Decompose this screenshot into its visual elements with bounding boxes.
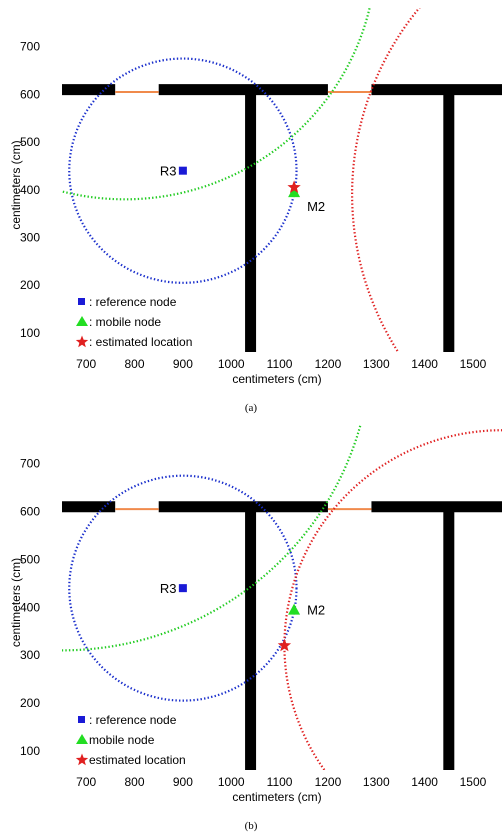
- reference-node-label: R3: [160, 581, 177, 596]
- legend-entry-label: : mobile node: [89, 315, 161, 329]
- x-tick-label: 1200: [315, 775, 342, 789]
- reference-node-marker: [179, 584, 187, 592]
- y-tick-label: 400: [20, 183, 40, 197]
- x-tick-label: 700: [76, 775, 96, 789]
- x-tick-label: 800: [125, 357, 145, 371]
- panel-a: R3 M2 700 800 900 1000 1100 1200 1300 1400 1500 100…: [0, 0, 502, 490]
- legend-entry-label: estimated location: [89, 753, 186, 767]
- x-tick-label: 900: [173, 357, 193, 371]
- x-tick-label: 900: [173, 775, 193, 789]
- legend-entry-label: mobile node: [89, 733, 155, 747]
- y-tick-label: 700: [20, 457, 40, 471]
- legend-entry-label: : reference node: [89, 713, 177, 727]
- reference-node-label: R3: [160, 164, 177, 179]
- panel-caption: (a): [245, 402, 258, 414]
- legend-square-icon: [78, 298, 85, 305]
- legend-entry-label: : estimated location: [89, 335, 192, 349]
- legend-triangle-icon: [76, 734, 88, 744]
- mobile-node-label: M2: [307, 603, 325, 618]
- y-tick-label: 300: [20, 230, 40, 244]
- reference-node-marker: [179, 167, 187, 175]
- mobile-node-marker: [288, 604, 300, 615]
- y-tick-label: 700: [20, 40, 40, 54]
- x-tick-label: 800: [125, 775, 145, 789]
- y-tick-label: 500: [20, 135, 40, 149]
- estimated-location-marker: [278, 639, 291, 652]
- mobile-node-label: M2: [307, 199, 325, 214]
- x-tick-label: 1400: [411, 775, 438, 789]
- x-tick-label: 1400: [411, 357, 438, 371]
- y-tick-label: 200: [20, 696, 40, 710]
- x-tick-label: 1500: [460, 775, 487, 789]
- y-axis-label: centimeters (cm): [9, 140, 23, 229]
- y-tick-label: 600: [20, 505, 40, 519]
- x-tick-label: 700: [76, 357, 96, 371]
- x-tick-label: 1000: [218, 775, 245, 789]
- x-tick-label: 1200: [315, 357, 342, 371]
- y-tick-label: 200: [20, 278, 40, 292]
- legend-triangle-icon: [76, 316, 88, 326]
- range-circle: [0, 0, 376, 199]
- x-axis-label: centimeters (cm): [232, 372, 321, 386]
- range-circle: [352, 0, 502, 490]
- panel-caption: (b): [245, 820, 258, 832]
- x-tick-label: 1500: [460, 357, 487, 371]
- legend-entry-label: : reference node: [89, 295, 177, 309]
- y-tick-label: 300: [20, 648, 40, 662]
- legend-star-icon: [76, 754, 88, 766]
- y-axis-label: centimeters (cm): [9, 558, 23, 647]
- y-tick-label: 500: [20, 552, 40, 566]
- x-tick-label: 1100: [267, 357, 293, 371]
- x-tick-label: 1300: [363, 357, 390, 371]
- x-tick-label: 1100: [267, 775, 293, 789]
- x-axis-label: centimeters (cm): [232, 790, 321, 804]
- y-tick-label: 100: [20, 744, 40, 758]
- x-tick-label: 1300: [363, 775, 390, 789]
- x-tick-label: 1000: [218, 357, 245, 371]
- legend-square-icon: [78, 716, 85, 723]
- y-tick-label: 100: [20, 326, 40, 340]
- legend-star-icon: [76, 336, 88, 348]
- y-tick-label: 600: [20, 87, 40, 101]
- y-tick-label: 400: [20, 600, 40, 614]
